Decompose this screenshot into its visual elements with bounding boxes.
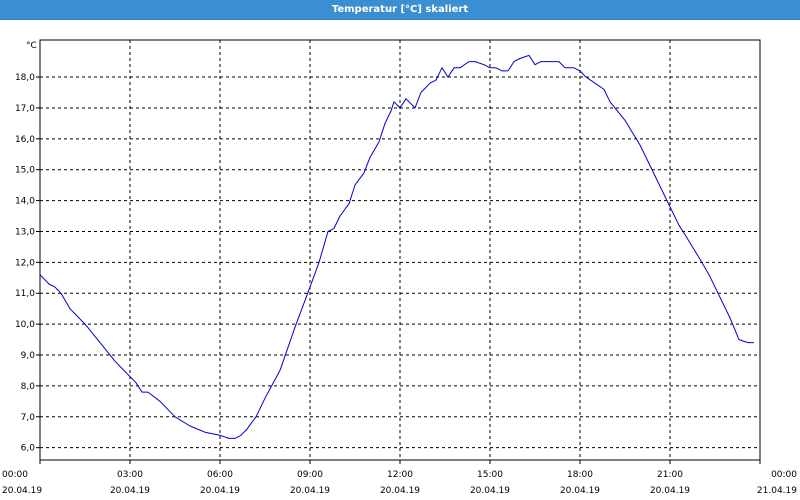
y-tick-label: 15,0 (15, 166, 35, 176)
grid (40, 40, 760, 460)
x-tick-date: 20.04.19 (2, 486, 42, 496)
x-tick-time: 18:00 (567, 470, 593, 480)
x-tick-date: 20.04.19 (200, 486, 240, 496)
x-tick-time: 00:00 (771, 470, 797, 480)
y-tick-label: 8,0 (21, 382, 36, 392)
x-tick-time: 12:00 (387, 470, 413, 480)
series-layer (39, 54, 754, 439)
y-tick-label: 11,0 (15, 289, 35, 299)
x-tick-date: 20.04.19 (560, 486, 600, 496)
y-tick-label: 17,0 (15, 104, 35, 114)
y-tick-label: 9,0 (21, 351, 36, 361)
x-tick-time: 09:00 (297, 470, 323, 480)
x-tick-time: 21:00 (657, 470, 683, 480)
x-tick-date: 20.04.19 (380, 486, 420, 496)
x-tick-date: 21.04.19 (757, 486, 797, 496)
x-tick-time: 00:00 (2, 470, 28, 480)
y-tick-label: 7,0 (21, 413, 36, 423)
y-tick-label: 10,0 (15, 320, 35, 330)
y-tick-label: 18,0 (15, 73, 35, 83)
x-tick-time: 03:00 (117, 470, 143, 480)
x-axis-ticks: 00:00 20.04.19 03:00 20.04.19 06:00 20.04.19 0… (2, 460, 797, 496)
x-tick-date: 20.04.19 (110, 486, 150, 496)
y-axis-ticks: 6,0 7,0 8,0 9,0 10,0 11,0 12,0 13,0 14,0 15,0 16,0… (15, 73, 40, 454)
x-tick-date: 20.04.19 (470, 486, 510, 496)
x-tick-date: 20.04.19 (650, 486, 690, 496)
x-tick-date: 20.04.19 (290, 486, 330, 496)
y-tick-label: 14,0 (15, 197, 35, 207)
x-tick-time: 15:00 (477, 470, 503, 480)
temperature-series-line (39, 54, 754, 439)
y-tick-label: 16,0 (15, 135, 35, 145)
window-title: Temperatur [°C] skaliert (0, 0, 800, 20)
y-tick-label: 6,0 (21, 444, 36, 454)
y-axis-label: °C (26, 41, 37, 51)
x-tick-time: 06:00 (207, 470, 233, 480)
y-tick-label: 13,0 (15, 227, 35, 237)
y-tick-label: 12,0 (15, 258, 35, 268)
